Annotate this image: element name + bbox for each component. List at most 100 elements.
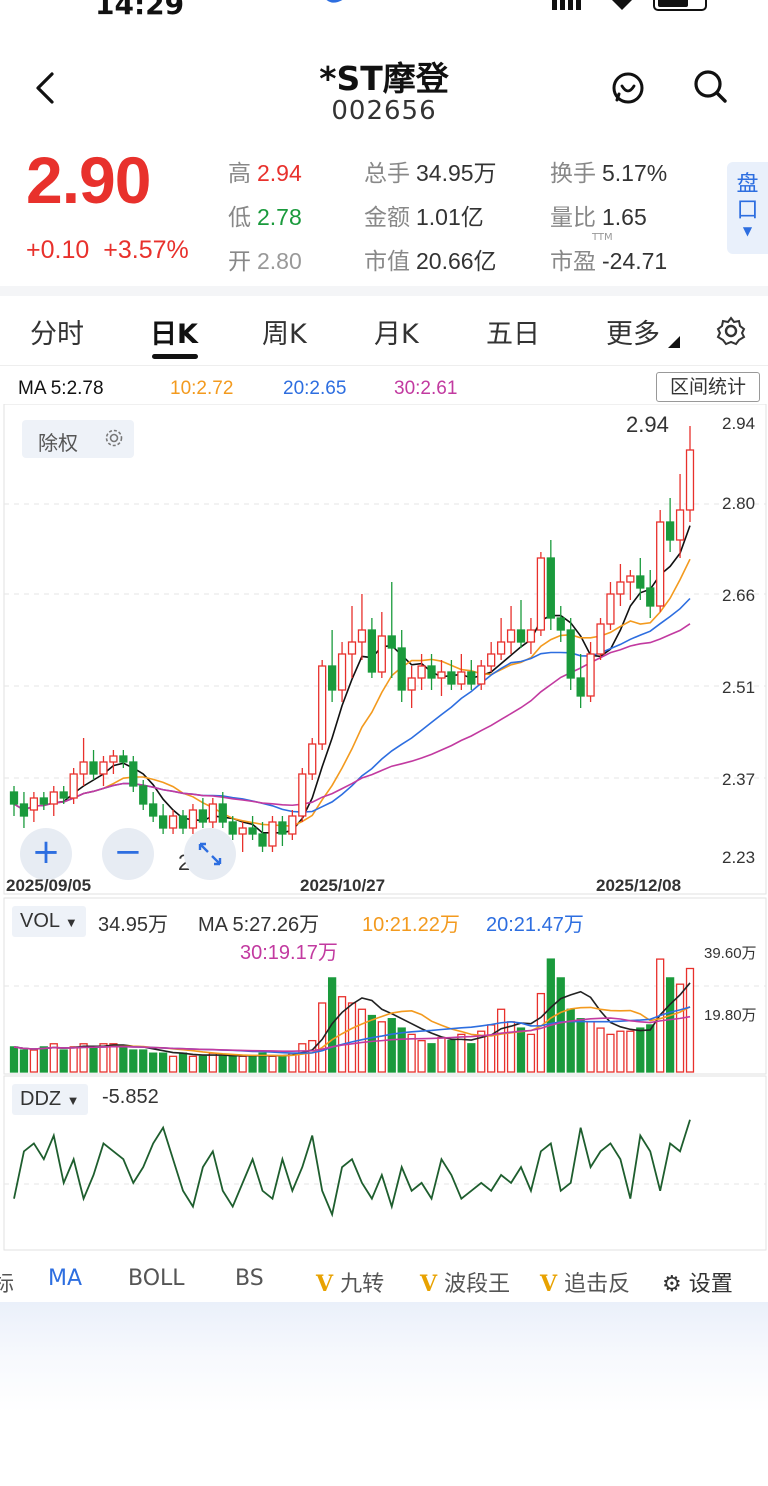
volume-bar	[158, 1052, 168, 1073]
quote-high: 高 2.94	[228, 160, 302, 187]
chart-settings-gear-icon[interactable]	[716, 316, 746, 346]
volume-legend: VOL ▼ 34.95万 MA 5:27.26万 10:21.22万 20:21…	[0, 902, 768, 964]
volume-bar	[139, 1049, 148, 1073]
date-label: 2025/10/27	[300, 876, 386, 895]
v-icon: V	[540, 1271, 558, 1297]
volume-bar	[646, 1024, 655, 1073]
candle	[168, 815, 178, 829]
candle	[467, 671, 476, 685]
tab-weekly-k[interactable]: 周K	[262, 319, 307, 350]
volume-bar	[665, 977, 675, 1073]
candle	[675, 509, 685, 541]
ex-rights-button[interactable]: 除权	[22, 420, 134, 458]
volume-bar	[248, 1055, 257, 1073]
candle	[685, 449, 695, 511]
volume-bar	[367, 1014, 377, 1073]
tab-boduanwang[interactable]: V 波段王	[420, 1271, 511, 1297]
volume-bar	[556, 977, 565, 1073]
candle	[457, 671, 466, 685]
panko-button[interactable]: 盘口 ▼	[727, 162, 768, 254]
vol-axis-tick: 39.60万	[704, 945, 757, 962]
volume-bar	[49, 1043, 58, 1073]
reset-zoom-button[interactable]	[184, 828, 236, 880]
period-tabs: 分时 日K 周K 月K 五日 更多	[0, 296, 768, 366]
zoom-in-button[interactable]: +	[20, 828, 72, 880]
expand-icon	[198, 842, 222, 866]
price-tick: 2.51	[722, 678, 756, 697]
candle	[576, 677, 585, 697]
indicator-settings-button[interactable]: ⚙ 设置	[662, 1272, 733, 1297]
volume-bar	[487, 1024, 496, 1073]
tab-indicator-partial[interactable]: 标	[0, 1272, 15, 1297]
status-bar: 14:29	[0, 0, 768, 21]
candle	[268, 821, 277, 847]
volume-bars	[9, 958, 695, 1073]
volume-bar	[188, 1055, 198, 1073]
volume-bar	[9, 1046, 19, 1073]
pe-ttm-label: TTM	[592, 232, 613, 243]
volume-bar	[457, 1033, 466, 1073]
candle	[397, 647, 406, 691]
gear-icon	[105, 429, 123, 447]
section-divider	[0, 286, 768, 296]
volume-bar	[99, 1043, 108, 1073]
volume-bar	[576, 1018, 585, 1073]
zoom-out-button[interactable]: −	[102, 828, 154, 880]
candle	[69, 773, 78, 799]
status-time: 14:29	[95, 0, 185, 21]
volume-bar	[218, 1055, 227, 1073]
interval-stats-button[interactable]: 区间统计	[656, 372, 760, 402]
tab-zhuijifan[interactable]: V 追击反	[540, 1271, 631, 1297]
volume-bar	[606, 1033, 615, 1073]
volume-bar	[566, 1008, 575, 1073]
candle	[308, 743, 317, 775]
tab-boll[interactable]: BOLL	[128, 1266, 185, 1291]
candle	[327, 665, 337, 691]
candle	[646, 587, 655, 607]
ma20-legend: 20:2.65	[283, 378, 347, 399]
volume-bar	[397, 1027, 406, 1073]
quote-open: 开 2.80	[228, 248, 302, 275]
candle	[318, 665, 327, 745]
vol-selector[interactable]: VOL ▼	[12, 906, 86, 937]
candle	[347, 641, 357, 655]
candle	[636, 575, 645, 589]
volume-bar	[407, 1033, 416, 1073]
quote-pe: 市盈 -24.71	[550, 248, 668, 275]
tab-jiuzhuan[interactable]: V 九转	[316, 1271, 385, 1297]
ddz-line	[13, 1119, 691, 1218]
ma-lines	[13, 525, 691, 834]
active-tab-indicator	[152, 354, 198, 359]
max-price-annotation: 2.94	[626, 412, 669, 437]
quote-mktcap: 市值 20.66亿	[364, 248, 497, 275]
tab-intraday[interactable]: 分时	[30, 319, 84, 350]
search-icon[interactable]	[690, 66, 730, 106]
v-icon: V	[316, 1271, 334, 1297]
ma5-legend: MA 5:2.78	[18, 378, 104, 399]
candles	[9, 426, 695, 852]
tab-bs[interactable]: BS	[235, 1266, 264, 1291]
ma30-line	[13, 623, 691, 811]
chat-icon[interactable]	[608, 68, 648, 108]
candle	[526, 629, 536, 643]
ddz-value: -5.852	[102, 1086, 159, 1108]
candle	[516, 629, 526, 643]
tab-five-day[interactable]: 五日	[486, 319, 540, 350]
back-icon[interactable]	[28, 68, 64, 108]
more-caret-icon	[668, 336, 680, 348]
tab-daily-k[interactable]: 日K	[150, 319, 198, 350]
obscured-content-area	[0, 1302, 768, 1486]
volume-bar	[258, 1052, 267, 1073]
kline-chart[interactable]	[0, 404, 768, 1304]
volume-bar	[278, 1055, 287, 1073]
candle	[178, 815, 188, 829]
tab-more[interactable]: 更多	[606, 319, 660, 350]
volume-bar	[318, 1002, 327, 1073]
volume-bar	[675, 983, 685, 1073]
volume-bar	[298, 1043, 307, 1073]
panko-label: 盘口	[736, 172, 759, 223]
tab-monthly-k[interactable]: 月K	[374, 319, 419, 350]
tab-ma[interactable]: MA	[48, 1266, 83, 1291]
ddz-selector[interactable]: DDZ ▼	[12, 1084, 88, 1115]
candle	[99, 761, 108, 775]
